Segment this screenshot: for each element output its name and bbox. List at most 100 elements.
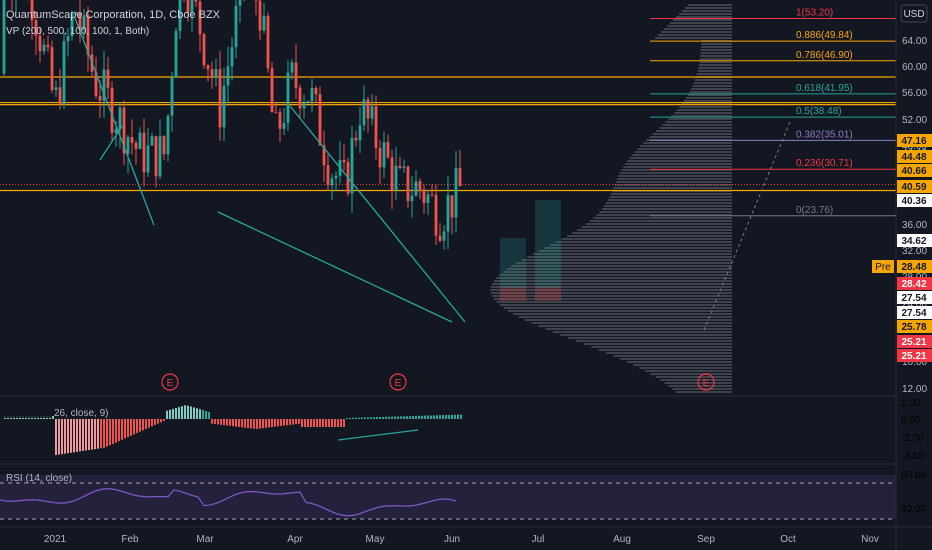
vp-bar [658,34,732,36]
macd-bar [250,419,252,429]
candle-body [350,137,354,194]
position-boxes[interactable] [500,121,791,331]
candle-body [278,112,282,129]
macd-bar [262,419,264,429]
vp-bar [552,331,732,333]
candle-body [150,136,154,146]
vp-bar [689,91,732,93]
trendline-2[interactable] [99,125,123,161]
candle-body [398,165,402,168]
trendline-4[interactable] [289,105,466,323]
price-axis-label: 32.00 [902,246,927,257]
vp-bar [593,217,732,219]
macd-label[interactable]: 26, close, 9) [54,408,108,419]
macd-divergence-line[interactable] [337,429,419,441]
vp-bar [671,115,732,117]
candle-body [86,15,90,55]
candle-body [166,115,170,155]
macd-bar [196,408,198,419]
macd-bar [430,415,432,419]
candle-body [230,47,234,67]
rsi-label[interactable]: RSI (14, close) [6,473,72,484]
vp-indicator-label[interactable]: VP (200, 500, 100, 100, 1, Both) [6,26,149,37]
price-candles [2,0,462,250]
candle-body [174,30,178,78]
macd-bar [169,409,171,419]
macd-axis: 2.00 0.00 -2.00 -4.00 [901,398,924,462]
price-badge-label: 25.21 [901,351,926,362]
currency-label: USD [903,9,924,20]
trendline-3[interactable] [217,211,453,323]
trendlines[interactable] [74,17,466,441]
macd-bar [448,414,450,419]
macd-axis-label: 2.00 [901,398,921,409]
candle-body [378,147,382,168]
macd-bar [124,419,126,439]
long-position-stop-2[interactable] [535,287,561,301]
symbol-title[interactable]: QuantumScape Corporation, 1D, Cboe BZX [6,9,221,21]
fib-level-label: 0(23.76) [796,205,833,216]
time-axis-label: Jul [532,534,545,545]
vp-bar [518,316,732,318]
candle-body [62,41,66,105]
trendline-1[interactable] [74,17,155,226]
candle-body [70,13,74,37]
macd-bar [382,416,384,419]
earnings-icon[interactable] [697,373,715,391]
time-axis-label: May [366,534,385,545]
earnings-icon[interactable] [161,373,179,391]
macd-bar [415,415,417,419]
macd-bar [424,415,426,419]
candle-body [214,69,218,79]
macd-bar [229,419,231,426]
fib-level-label: 0.382(35.01) [796,129,853,140]
macd-bar [439,415,441,419]
candle-body [298,87,302,109]
earnings-icon[interactable] [389,373,407,391]
candle-body [74,12,78,14]
candle-body [210,69,214,79]
vp-bar [627,160,732,162]
price-badges: 47.16 44.48 40.66 40.59 40.36 34.62 28.48 28.42… [872,134,932,362]
currency-button-frame[interactable] [900,4,928,23]
macd-bar [157,419,159,424]
candle-body [202,34,206,66]
candle-body [318,94,322,146]
vp-bar [692,85,732,87]
time-axis[interactable]: 2021 Feb Mar Apr May Jun Jul Aug Sep Oct Nov [44,534,879,545]
candle-body [54,87,58,91]
vp-bar [601,208,732,210]
macd-bar [277,419,279,427]
macd-bar [232,419,234,427]
vp-bar [694,79,732,81]
candle-body [294,62,298,88]
vp-bar [591,346,732,348]
long-position-target-2[interactable] [535,200,561,288]
long-position-target[interactable] [500,238,526,288]
vp-bar [675,391,732,393]
macd-bar [220,419,222,425]
candle-body [282,122,286,129]
macd-bar [451,414,453,419]
vp-bar [491,292,732,294]
macd-bar [226,419,228,426]
vp-bar [670,22,732,24]
macd-bar [94,419,96,450]
candle-body [438,235,442,241]
macd-bar [142,419,144,431]
vp-bar [700,52,732,54]
candle-body [358,125,362,141]
currency-button[interactable]: USD [900,4,928,23]
candle-body [426,194,430,204]
macd-bar [163,419,165,421]
fib-retracement[interactable]: 1(53.20) 0.886(49.84) 0.786(46.90) 0.618(41… [650,8,896,217]
candle-body [354,137,358,141]
candle-body [326,165,330,186]
price-axis[interactable] [896,0,932,550]
candle-body [146,145,150,173]
vp-bar [676,16,732,18]
long-position-stop[interactable] [500,287,526,301]
macd-bar [223,419,225,426]
